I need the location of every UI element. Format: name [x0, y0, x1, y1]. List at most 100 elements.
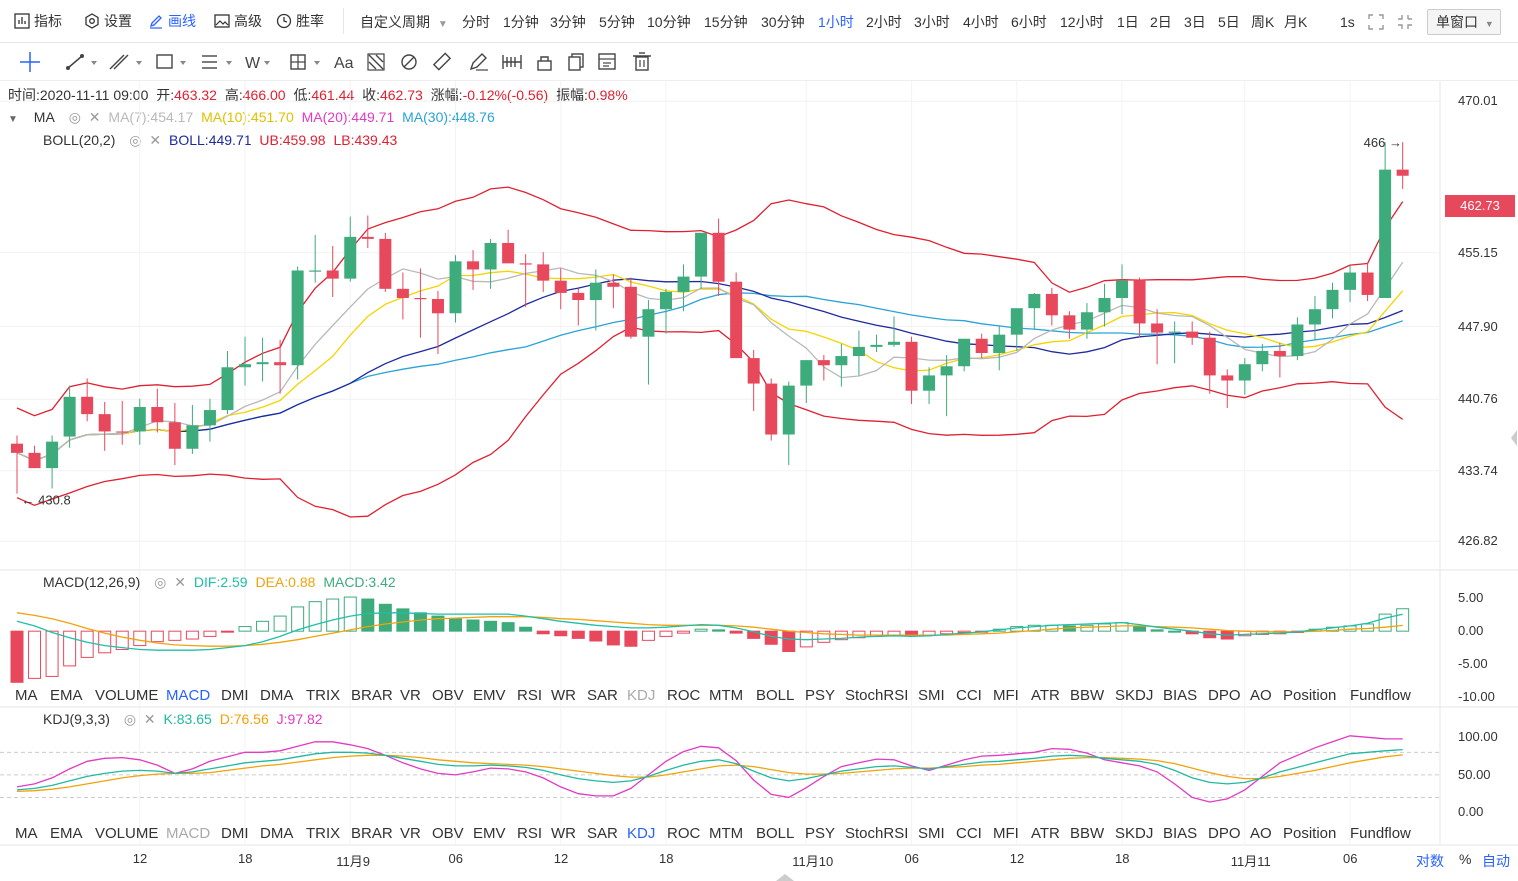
indicator-tab-atr[interactable]: ATR — [1031, 687, 1060, 704]
indicator-tab-dma[interactable]: DMA — [260, 825, 294, 842]
period-1[interactable]: 1分钟 — [503, 14, 539, 30]
period-14[interactable]: 2日 — [1150, 14, 1172, 30]
indicator-tab-emv[interactable]: EMV — [473, 825, 506, 842]
indicator-tab-boll[interactable]: BOLL — [756, 687, 795, 704]
period-13[interactable]: 1日 — [1117, 14, 1139, 30]
custom-period-select[interactable]: 自定义周期 ▼ — [360, 12, 448, 35]
period-18[interactable]: 月K — [1284, 14, 1308, 30]
indicator-tab-vr[interactable]: VR — [400, 687, 421, 704]
log-scale-toggle[interactable]: 对数 — [1416, 853, 1444, 869]
period-2[interactable]: 3分钟 — [550, 14, 586, 30]
indicator-tab-wr[interactable]: WR — [551, 825, 576, 842]
indicator-tab-dmi[interactable]: DMI — [221, 687, 249, 704]
period-8[interactable]: 2小时 — [866, 14, 902, 30]
close-icon[interactable]: ✕ — [149, 132, 162, 148]
indicator-tab-ma[interactable]: MA — [15, 687, 38, 704]
percent-scale-toggle[interactable]: % — [1459, 851, 1472, 867]
indicator-tab-sar[interactable]: SAR — [587, 687, 618, 704]
indicator-tab-mfi[interactable]: MFI — [993, 687, 1019, 704]
period-6[interactable]: 30分钟 — [761, 14, 805, 30]
indicator-tab-dmi[interactable]: DMI — [221, 825, 249, 842]
collapse-arrow-icon[interactable]: ▼ — [8, 114, 18, 125]
indicator-tab-bias[interactable]: BIAS — [1163, 687, 1198, 704]
indicator-tab-obv[interactable]: OBV — [432, 825, 464, 842]
indicator-tab-skdj[interactable]: SKDJ — [1115, 687, 1154, 704]
period-4[interactable]: 10分钟 — [647, 14, 691, 30]
indicator-tab-roc[interactable]: ROC — [667, 825, 701, 842]
copy-icon[interactable] — [568, 53, 584, 71]
indicator-tab-bbw[interactable]: BBW — [1070, 687, 1105, 704]
fullscreen-icon[interactable] — [1368, 14, 1384, 30]
draw-button[interactable]: 画线 — [148, 10, 196, 32]
period-16[interactable]: 5日 — [1218, 14, 1240, 30]
indicator-tab-rsi[interactable]: RSI — [517, 687, 543, 704]
indicator-tab-ao[interactable]: AO — [1250, 825, 1272, 842]
magnet-icon[interactable] — [401, 54, 417, 70]
indicator-tab-bbw[interactable]: BBW — [1070, 825, 1105, 842]
indicator-tab-brar[interactable]: BRAR — [351, 687, 393, 704]
period-5[interactable]: 15分钟 — [704, 14, 748, 30]
wave-icon[interactable]: W — [245, 55, 270, 72]
indicator-tab-mtm[interactable]: MTM — [709, 687, 744, 704]
lock-icon[interactable] — [537, 56, 552, 71]
grid-icon[interactable] — [290, 54, 320, 70]
indicator-tab-psy[interactable]: PSY — [805, 687, 836, 704]
fibonacci-icon[interactable] — [367, 53, 385, 71]
ruler-icon[interactable] — [432, 52, 452, 71]
indicator-tab-mtm[interactable]: MTM — [709, 825, 744, 842]
crosshair-icon[interactable] — [20, 52, 40, 72]
indicators-button[interactable]: 指标 — [14, 10, 62, 32]
indicator-tab-dpo[interactable]: DPO — [1208, 687, 1241, 704]
indicator-tab-wr[interactable]: WR — [551, 687, 576, 704]
period-0[interactable]: 分时 — [462, 14, 490, 30]
indicator-tab-dma[interactable]: DMA — [260, 687, 294, 704]
close-icon[interactable]: ✕ — [143, 711, 156, 727]
indicator-tab-bias[interactable]: BIAS — [1163, 825, 1198, 842]
period-7[interactable]: 1小时 — [818, 14, 854, 30]
indicator-tab-macd[interactable]: MACD — [166, 825, 211, 842]
indicator-tab-obv[interactable]: OBV — [432, 687, 464, 704]
indicator-tab-volume[interactable]: VOLUME — [95, 825, 159, 842]
indicator-tab-ao[interactable]: AO — [1250, 687, 1272, 704]
indicator-tab-kdj[interactable]: KDJ — [627, 687, 656, 704]
indicator-tab-vr[interactable]: VR — [400, 825, 421, 842]
period-10[interactable]: 4小时 — [963, 14, 999, 30]
trash-icon[interactable] — [633, 52, 651, 71]
settings-icon[interactable]: ◎ — [68, 109, 81, 125]
indicator-tab-boll[interactable]: BOLL — [756, 825, 795, 842]
indicator-tab-psy[interactable]: PSY — [805, 825, 836, 842]
multi-line-icon[interactable] — [109, 54, 142, 70]
close-icon[interactable]: ✕ — [174, 574, 186, 590]
auto-scale-toggle[interactable]: 自动 — [1482, 853, 1510, 869]
period-3[interactable]: 5分钟 — [599, 14, 635, 30]
indicator-tab-mfi[interactable]: MFI — [993, 825, 1019, 842]
trendline-icon[interactable] — [66, 54, 97, 70]
indicator-tab-ma[interactable]: MA — [15, 825, 38, 842]
window-mode-select[interactable]: 单窗口 ▼ — [1427, 9, 1501, 35]
indicator-tab-stochrsi[interactable]: StochRSI — [845, 825, 909, 842]
expand-right-icon[interactable] — [1509, 428, 1518, 448]
measure-icon[interactable] — [502, 55, 522, 69]
close-icon[interactable]: ✕ — [88, 109, 101, 125]
indicator-tab-stochrsi[interactable]: StochRSI — [845, 687, 909, 704]
indicator-tab-ema[interactable]: EMA — [50, 687, 83, 704]
indicator-tab-smi[interactable]: SMI — [918, 687, 945, 704]
settings-icon[interactable]: ◎ — [154, 574, 167, 590]
indicator-tab-position[interactable]: Position — [1283, 825, 1337, 842]
indicator-tab-fundflow[interactable]: Fundflow — [1350, 825, 1411, 842]
indicator-tab-cci[interactable]: CCI — [956, 825, 982, 842]
indicator-tab-trix[interactable]: TRIX — [306, 687, 341, 704]
exit-fullscreen-icon[interactable] — [1397, 14, 1413, 30]
indicator-tab-kdj[interactable]: KDJ — [627, 825, 656, 842]
period-15[interactable]: 3日 — [1184, 14, 1206, 30]
advanced-button[interactable]: 高级 — [214, 10, 262, 32]
indicator-tab-macd[interactable]: MACD — [166, 687, 211, 704]
period-9[interactable]: 3小时 — [914, 14, 950, 30]
rectangle-icon[interactable] — [156, 54, 186, 69]
period-11[interactable]: 6小时 — [1011, 14, 1047, 30]
period-17[interactable]: 周K — [1251, 14, 1275, 30]
settings-icon[interactable]: ◎ — [123, 711, 137, 727]
winrate-button[interactable]: 胜率 — [276, 10, 324, 32]
indicator-tab-brar[interactable]: BRAR — [351, 825, 393, 842]
indicator-tab-cci[interactable]: CCI — [956, 687, 982, 704]
